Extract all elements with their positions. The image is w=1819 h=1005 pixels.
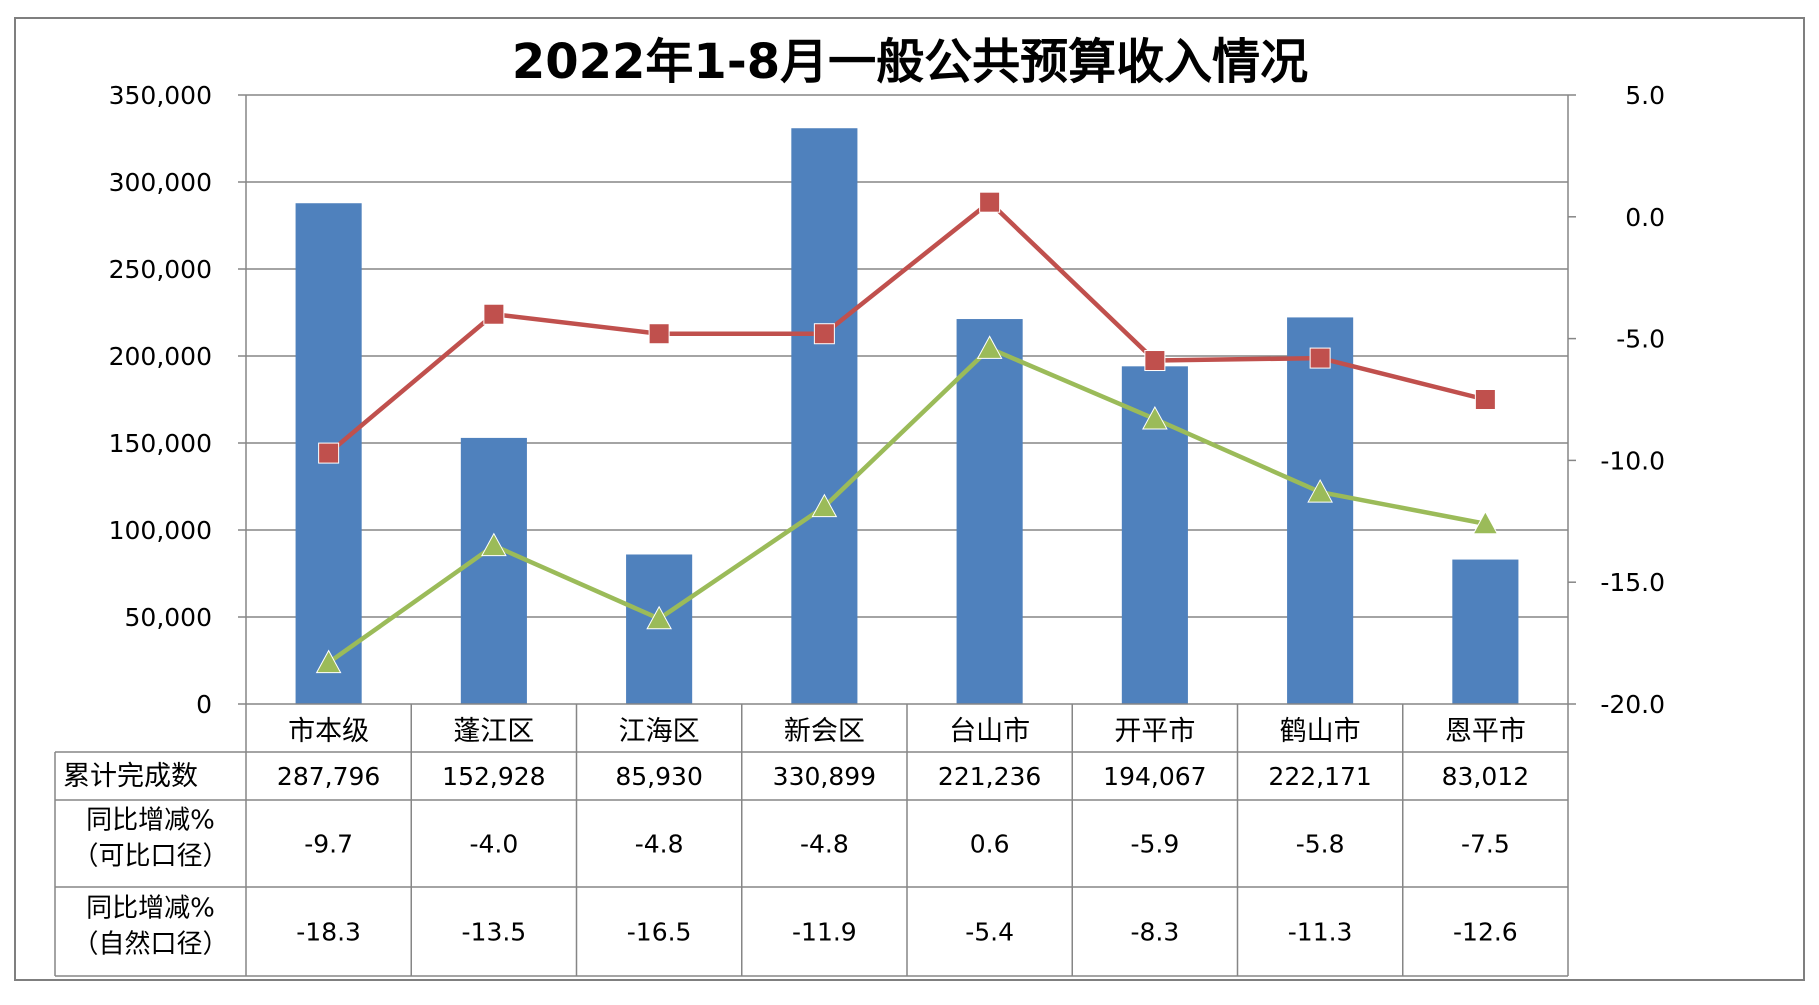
category-label: 恩平市 [1445,716,1526,747]
table-cell-value: 194,067 [1103,762,1206,791]
line-series [315,191,1499,674]
line-point [1309,347,1331,369]
table-cell-value: -11.3 [1288,918,1353,947]
table-cell-value: -5.8 [1296,830,1345,859]
table-cell-value: 287,796 [277,762,380,791]
right-tick-label: -20.0 [1600,690,1665,719]
category-label: 市本级 [288,716,369,747]
line-point [813,323,835,345]
table-row-header: （自然口径） [72,930,228,960]
table-cell-value: -7.5 [1461,830,1510,859]
table-cell-value: -8.3 [1130,918,1179,947]
category-label: 鹤山市 [1280,716,1361,747]
left-tick-label: 150,000 [109,429,212,458]
line-point [1142,405,1168,430]
line-point [315,649,342,674]
table-cell-value: -5.4 [965,918,1014,947]
table-cell-value: 85,930 [615,762,702,791]
right-tick-label: -15.0 [1600,568,1665,597]
category-label: 江海区 [619,716,700,747]
table-cell-value: -12.6 [1453,918,1518,947]
bar-series [295,128,1519,705]
line-point [318,442,340,464]
line-point [648,323,670,345]
table-row-header: 累计完成数 [63,761,198,792]
category-label: 蓬江区 [453,716,534,747]
table-row-header: （可比口径） [72,842,228,872]
bar [1452,559,1519,704]
left-tick-label: 250,000 [109,255,212,284]
right-tick-label: 5.0 [1625,81,1665,110]
category-label: 开平市 [1114,716,1195,747]
table-row-header: 同比增减% [86,894,215,924]
left-tick-label: 0 [196,690,212,719]
table-cell-value: -4.8 [800,830,849,859]
table-cell-value: -13.5 [462,918,527,947]
table-cell-value: -18.3 [296,918,361,947]
table-cell-value: -5.9 [1130,830,1179,859]
table-cell-value: -16.5 [627,918,692,947]
left-tick-label: 100,000 [109,516,212,545]
category-label: 台山市 [949,716,1030,747]
table-cell-value: 0.6 [970,830,1010,859]
line-point [979,191,1001,213]
bar [626,554,693,704]
chart-title: 2022年1-8月一般公共预算收入情况 [512,34,1308,90]
table-cell-value: -9.7 [304,830,353,859]
table-cell-value: -4.8 [635,830,684,859]
line-point [1474,389,1496,410]
line-point [483,303,505,325]
line-point [811,493,838,518]
line-point [1144,350,1166,372]
left-tick-label: 50,000 [125,603,212,632]
line-point [1472,510,1499,535]
left-tick-label: 300,000 [109,168,212,197]
table-cell-value: 222,171 [1268,762,1371,791]
bar [460,437,527,704]
chart-frame [14,17,1805,981]
line-point [1307,479,1333,503]
right-tick-label: -5.0 [1616,325,1665,354]
right-tick-label: 0.0 [1625,203,1665,232]
right-tick-label: -10.0 [1600,446,1665,475]
table-cell-value: 152,928 [442,762,545,791]
table-cell-value: 330,899 [773,762,876,791]
series-line [327,346,1486,665]
line-point [976,335,1003,359]
table-cell-value: 221,236 [938,762,1041,791]
table-row-header: 同比增减% [86,806,215,836]
line-point [646,605,672,630]
table-cell-value: 83,012 [1442,762,1529,791]
left-tick-label: 200,000 [109,342,212,371]
axes: 0 50,000 100,000 150,000 200,000 250,000 300,0… [109,81,1665,719]
bar [791,128,858,705]
table-cell-value: -4.0 [469,830,518,859]
left-tick-label: 350,000 [109,81,212,110]
line-point [481,532,507,557]
category-label: 新会区 [784,716,865,747]
series-line [327,199,1486,455]
bar [1287,317,1354,704]
bar [956,319,1023,704]
table-cell-value: -11.9 [792,918,857,947]
